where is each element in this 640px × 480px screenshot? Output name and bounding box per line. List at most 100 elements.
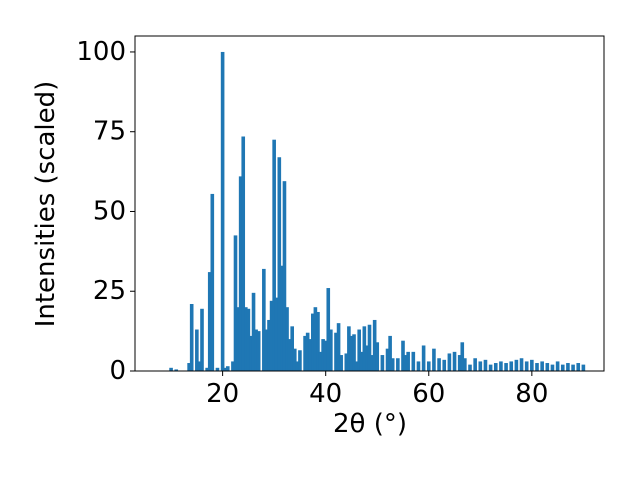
bar [452,351,457,371]
bar [432,348,436,371]
bar [251,292,256,371]
bar [290,326,294,371]
bar [225,366,230,371]
bar [545,363,550,371]
bar [359,351,364,371]
bar [390,358,395,371]
bar [571,364,575,371]
bar [367,324,372,371]
bar [540,361,544,371]
bar [530,359,534,371]
bar [249,335,253,371]
bar [555,361,560,371]
bar [292,348,297,371]
bar [347,326,351,371]
bar [406,351,410,371]
bar [576,363,581,371]
x-tick-label: 40 [309,379,342,409]
bar [231,361,235,371]
bar [365,345,369,371]
bar [334,332,338,371]
bar [370,355,374,371]
bar [403,355,408,371]
plot-frame [134,35,605,372]
y-tick-label: 100 [76,37,126,67]
bar [380,355,385,371]
bar [524,361,529,371]
bar [220,51,225,371]
bar [223,367,227,371]
bar [269,300,274,371]
bar [246,308,251,371]
bar [447,353,452,371]
bar [504,363,508,371]
bar [267,319,271,371]
bar [421,345,426,371]
bar [311,313,315,371]
x-tick-label: 20 [206,379,239,409]
bar [308,339,313,371]
bar [298,350,302,371]
bar [210,193,215,371]
bar [372,319,377,371]
bar [385,348,390,371]
bar [473,358,477,371]
bar [174,369,179,371]
bar [401,340,405,371]
bar [207,272,212,371]
bar [560,364,565,371]
bar [189,304,194,371]
bar [244,307,248,371]
bar [509,361,514,371]
bar [457,355,462,371]
bar [313,307,318,371]
bar [318,351,323,371]
bar [236,307,240,371]
x-axis-label: 2θ (°) [333,409,407,439]
bar [411,351,416,371]
bar [437,358,441,371]
bar [295,361,300,371]
bar [305,332,310,371]
bar [256,331,261,371]
bar [493,363,498,371]
bar [277,157,282,371]
bar [514,359,519,371]
bar [241,136,246,371]
bar [262,268,266,371]
bar [352,334,356,371]
bar [205,367,209,371]
bar [581,364,586,371]
bar [280,265,284,371]
bar [460,342,465,371]
bar [303,335,307,371]
bar [336,323,341,371]
bar [362,326,367,371]
x-tick-label: 60 [412,379,445,409]
bar [339,355,343,371]
bar [197,361,202,371]
bar [478,361,483,371]
bar [416,361,421,371]
bar [344,353,349,371]
bar [274,297,279,371]
bar [169,367,173,371]
bar [519,358,524,371]
bar [264,329,269,371]
bar [321,339,325,371]
bar [349,335,354,371]
bar [287,339,292,371]
bar [187,363,191,371]
bar [282,181,287,371]
bar [326,288,331,371]
bar [272,139,276,371]
y-tick-label: 0 [109,356,126,386]
bar [463,358,467,371]
bar [566,363,570,371]
bar [488,364,493,371]
bar [233,235,238,371]
bar [323,340,328,371]
bar [388,335,392,371]
y-tick-label: 50 [93,196,126,226]
